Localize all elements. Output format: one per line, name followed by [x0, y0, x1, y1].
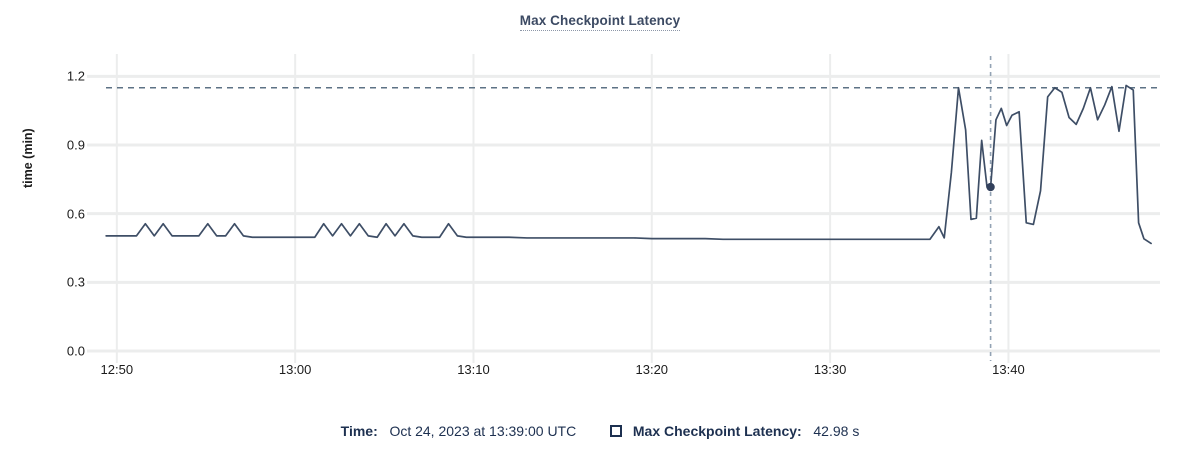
hover-point-marker[interactable]: [986, 182, 995, 192]
x-axis-tick-label: 13:30: [813, 362, 847, 377]
y-axis-tick-label: 1.2: [66, 68, 85, 84]
legend-square-icon[interactable]: [610, 425, 622, 438]
chart-title-text: Max Checkpoint Latency: [519, 13, 681, 31]
footer-time-label: Time:: [340, 423, 378, 440]
x-axis-tick-label: 13:20: [635, 362, 669, 377]
y-axis-tick-label: 0.6: [66, 206, 85, 222]
footer-series-label: Max Checkpoint Latency:: [632, 423, 802, 440]
y-axis-tick-label: 0.3: [66, 274, 85, 290]
series-line-max-checkpoint-latency: [105, 84, 1152, 245]
footer-series-value: 42.98 s: [813, 423, 860, 440]
footer-time-group: Time: Oct 24, 2023 at 13:39:00 UTC: [341, 423, 577, 439]
chart-footer: Time: Oct 24, 2023 at 13:39:00 UTC Max C…: [0, 422, 1200, 439]
y-axis-tick-labels: 0.0 0.3 0.6 0.9 1.2: [10, 0, 85, 466]
x-axis-tick-label: 13:10: [457, 362, 490, 377]
y-axis-tick-label: 0.9: [66, 137, 85, 153]
footer-series-group[interactable]: Max Checkpoint Latency: 42.98 s: [610, 423, 859, 439]
y-axis-tick-label: 0.0: [66, 343, 85, 359]
x-axis-tick-label: 12:50: [100, 362, 134, 377]
x-axis-tick-label: 13:00: [278, 362, 312, 377]
chart-title: Max Checkpoint Latency: [0, 13, 1200, 31]
x-axis-tick-label: 13:40: [992, 362, 1025, 377]
footer-time-value: Oct 24, 2023 at 13:39:00 UTC: [389, 423, 577, 440]
